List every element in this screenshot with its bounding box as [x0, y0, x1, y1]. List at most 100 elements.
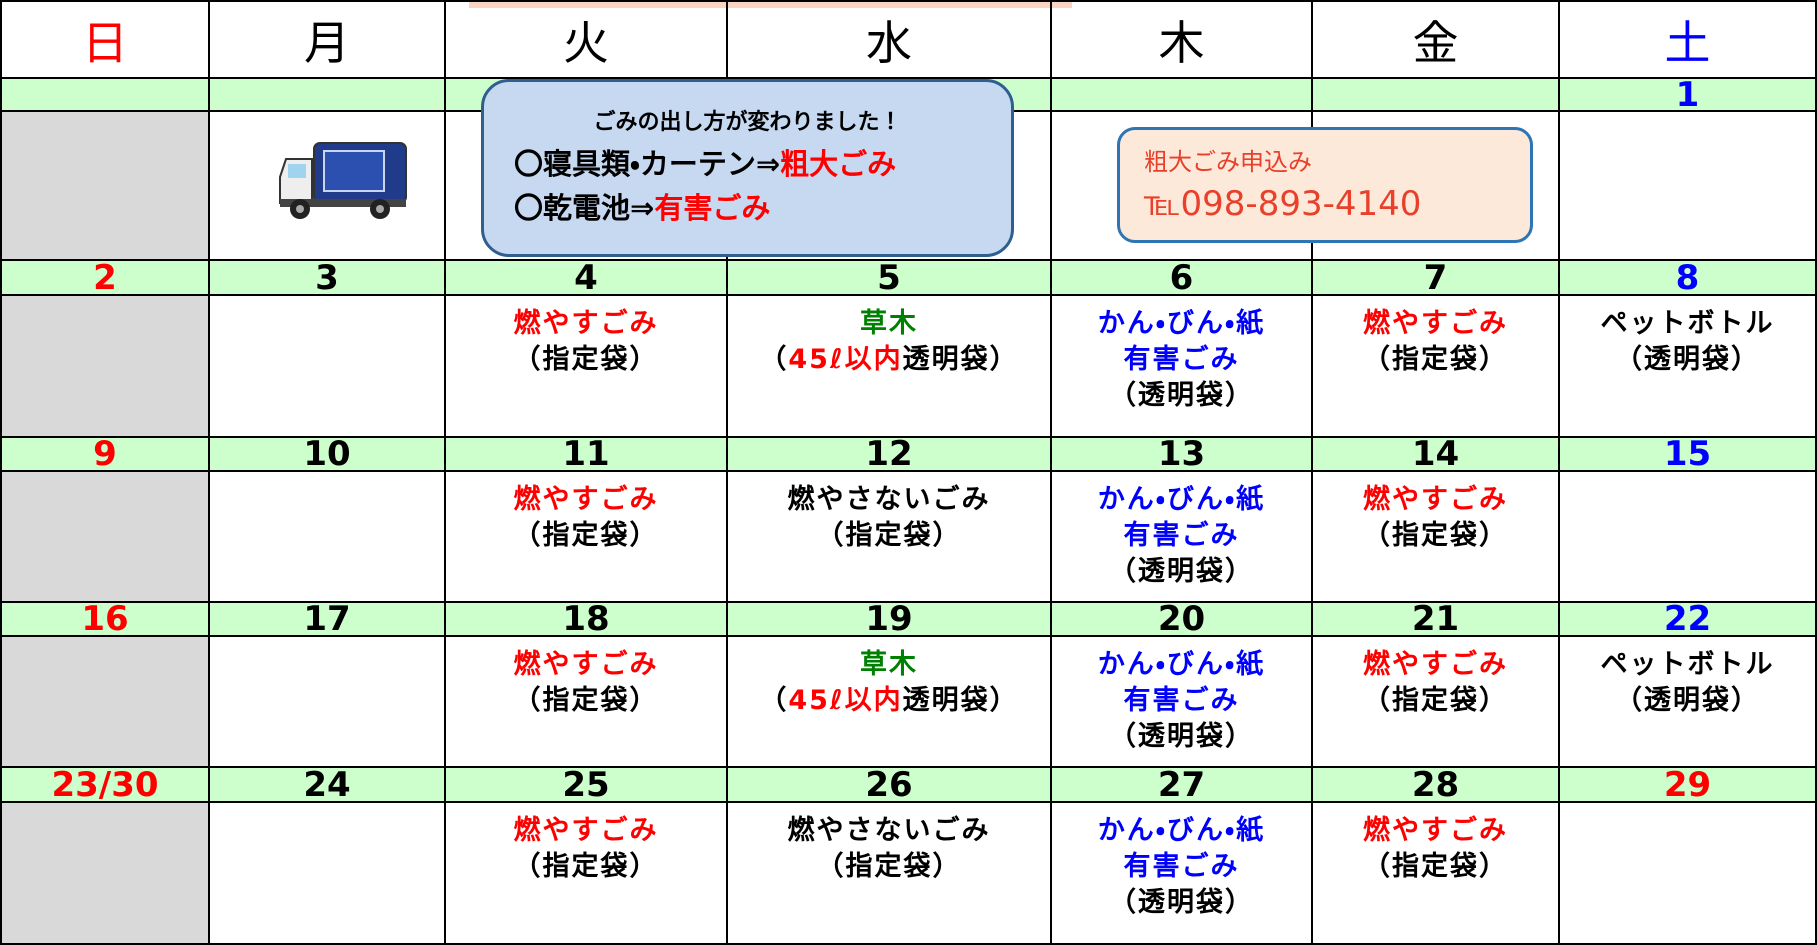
day-content [210, 637, 446, 768]
text-segment: 水 [866, 15, 912, 70]
date-number: 29 [1663, 768, 1712, 803]
text-segment: 燃やすごみ [513, 649, 659, 680]
date-cell: 29 [1560, 768, 1817, 803]
day-content: 燃やすごみ （指定袋） [1313, 637, 1560, 768]
day-content [210, 296, 446, 438]
collection-line: （透明袋） [1052, 378, 1311, 414]
notice-line: ℡098-893-4140 [1144, 180, 1530, 228]
date-number: 18 [562, 603, 610, 637]
text-segment: 草木 [860, 649, 918, 680]
date-number: 19 [865, 603, 913, 637]
day-content: 草木 （45ℓ以内透明袋） [728, 296, 1052, 438]
date-cell: 16 [0, 603, 210, 637]
collection-line: かん・びん・紙 [1052, 647, 1311, 683]
date-cell: 8 [1560, 261, 1817, 296]
collection-line: ペットボトル [1560, 306, 1815, 342]
date-cell: 3 [210, 261, 446, 296]
text-segment: かん・びん・紙 [1097, 308, 1266, 339]
day-content [1560, 112, 1817, 261]
collection-line: 草木 [728, 306, 1050, 342]
text-segment: 燃やすごみ [1363, 815, 1508, 846]
weekday-header: 水 [728, 0, 1052, 79]
day-content: かん・びん・紙 有害ごみ （透明袋） [1052, 472, 1313, 603]
day-content [0, 803, 210, 945]
text-segment: 燃やさないごみ [787, 815, 991, 846]
date-number: 14 [1411, 438, 1460, 472]
text-segment: 〇乾電池⇒ [514, 191, 655, 225]
collection-line: （指定袋） [446, 518, 726, 554]
date-cell: 25 [446, 768, 728, 803]
text-segment: （指定袋） [1363, 520, 1508, 551]
date-number: 7 [1423, 261, 1448, 296]
date-number: 4 [574, 261, 598, 296]
text-segment: （透明袋） [1109, 887, 1254, 918]
text-segment: （指定袋） [816, 520, 962, 551]
text-segment: ペットボトル [1600, 649, 1775, 680]
date-cell: 28 [1313, 768, 1560, 803]
day-content [0, 112, 210, 261]
text-segment: （指定袋） [1363, 851, 1508, 882]
collection-line: （透明袋） [1052, 885, 1311, 921]
collection-line: 燃やさないごみ [728, 482, 1050, 518]
date-number: 15 [1663, 438, 1712, 472]
text-segment: 燃やさないごみ [787, 484, 991, 515]
collection-line: 草木 [728, 647, 1050, 683]
date-cell: 2 [0, 261, 210, 296]
date-cell: 18 [446, 603, 728, 637]
text-segment: 燃やすごみ [513, 484, 659, 515]
day-content [1560, 803, 1817, 945]
collection-line: （45ℓ以内透明袋） [728, 342, 1050, 378]
date-cell: 5 [728, 261, 1052, 296]
date-cell: 13 [1052, 438, 1313, 472]
date-cell: 15 [1560, 438, 1817, 472]
day-content: 燃やすごみ （指定袋） [1313, 472, 1560, 603]
text-segment: かん・びん・紙 [1097, 649, 1266, 680]
collection-line: 有害ごみ [1052, 683, 1311, 719]
day-content: 草木 （45ℓ以内透明袋） [728, 637, 1052, 768]
day-content [210, 472, 446, 603]
date-cell: 27 [1052, 768, 1313, 803]
date-cell [0, 79, 210, 112]
date-number: 12 [865, 438, 913, 472]
date-cell: 23/30 [0, 768, 210, 803]
notice-line: 粗大ごみ申込み [1144, 144, 1530, 180]
text-segment: （透明袋） [1109, 721, 1254, 752]
collection-line: （指定袋） [1313, 518, 1558, 554]
notice-line: 〇寝具類・カーテン⇒粗大ごみ [514, 142, 1011, 186]
collection-line: 燃やすごみ [1313, 482, 1558, 518]
collection-line: かん・びん・紙 [1052, 813, 1311, 849]
text-segment: （指定袋） [513, 685, 659, 716]
date-number: 9 [93, 438, 117, 472]
day-content: 燃やすごみ （指定袋） [1313, 803, 1560, 945]
text-segment: 有害ごみ [654, 191, 771, 225]
text-segment: 有害ごみ [1123, 520, 1240, 551]
date-cell: 11 [446, 438, 728, 472]
collection-line: 燃やすごみ [446, 647, 726, 683]
text-segment: （指定袋） [513, 520, 659, 551]
date-cell: 24 [210, 768, 446, 803]
garbage-truck-icon [279, 142, 407, 219]
collection-line: かん・びん・紙 [1052, 482, 1311, 518]
day-content: かん・びん・紙 有害ごみ （透明袋） [1052, 296, 1313, 438]
date-number: 23/30 [51, 768, 159, 803]
collection-line: （指定袋） [446, 683, 726, 719]
notice-box: ごみの出し方が変わりました！ 〇寝具類・カーテン⇒粗大ごみ 〇乾電池⇒有害ごみ [481, 79, 1014, 257]
date-cell: 19 [728, 603, 1052, 637]
day-content: かん・びん・紙 有害ごみ （透明袋） [1052, 803, 1313, 945]
text-segment: 月 [304, 15, 350, 70]
notice-line: 〇乾電池⇒有害ごみ [514, 186, 1011, 230]
collection-line: 燃やすごみ [1313, 813, 1558, 849]
date-cell [1052, 79, 1313, 112]
weekday-header: 土 [1560, 0, 1817, 79]
text-segment: （ [759, 344, 789, 375]
date-cell: 14 [1313, 438, 1560, 472]
day-content: 燃やさないごみ （指定袋） [728, 472, 1052, 603]
text-segment: ℡098-893-4140 [1144, 184, 1422, 224]
date-number: 25 [562, 768, 610, 803]
day-content [0, 637, 210, 768]
collection-line: （指定袋） [728, 518, 1050, 554]
day-content [210, 112, 446, 261]
date-number: 20 [1157, 603, 1206, 637]
date-number: 5 [877, 261, 901, 296]
